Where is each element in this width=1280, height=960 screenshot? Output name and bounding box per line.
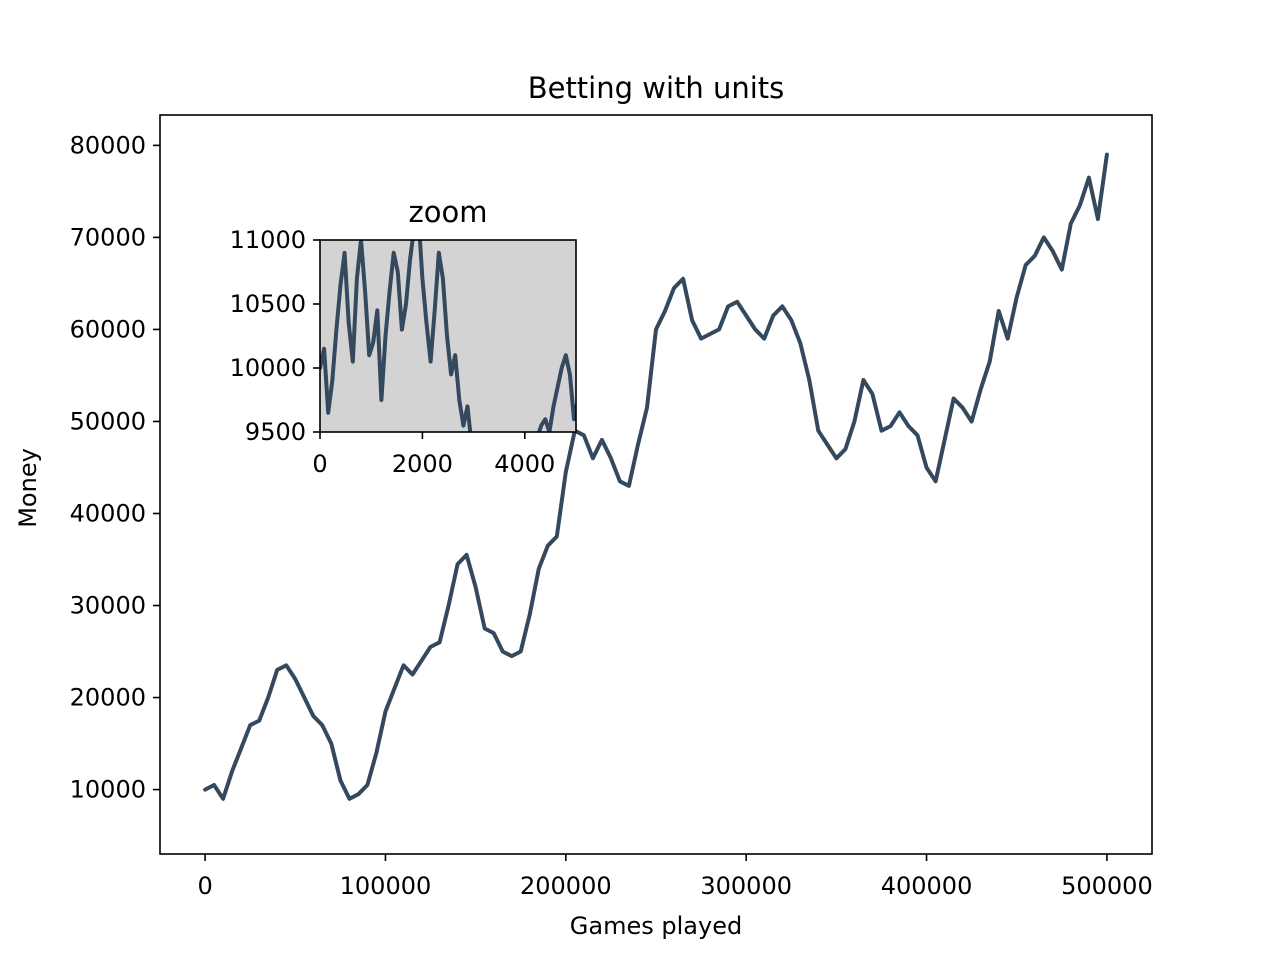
zoom-inset-frame xyxy=(319,239,577,433)
zoom-y-tick-label: 10000 xyxy=(230,354,306,382)
main-x-tick-label: 0 xyxy=(197,872,212,900)
main-x-tick-label: 400000 xyxy=(881,872,973,900)
main-y-tick-label: 20000 xyxy=(70,684,146,712)
main-y-tick-label: 70000 xyxy=(70,223,146,251)
main-plot: 0 100000 200000 300000 400000 500000 10000200… xyxy=(14,71,1153,940)
zoom-x-tick-label: 2000 xyxy=(392,450,453,478)
zoom-inset-title: zoom xyxy=(409,195,488,229)
zoom-x-tick-label: 0 xyxy=(312,450,327,478)
main-x-tick-label: 100000 xyxy=(340,872,432,900)
main-series-line-money xyxy=(203,152,1109,801)
zoom-y-tick-label: 9500 xyxy=(245,418,306,446)
main-plot-frame xyxy=(159,114,1153,855)
zoom-y-tick-label: 11000 xyxy=(230,226,306,254)
main-y-tick-label: 50000 xyxy=(70,407,146,435)
main-y-tick-label: 80000 xyxy=(70,131,146,159)
y-axis-label: Money xyxy=(14,448,42,528)
zoom-series-line-money-zoom xyxy=(320,240,576,432)
zoom-x-tick-label: 4000 xyxy=(494,450,555,478)
x-axis-label: Games played xyxy=(570,912,742,940)
chart-title: Betting with units xyxy=(528,71,785,105)
main-x-tick-label: 300000 xyxy=(700,872,792,900)
main-x-tick-label: 200000 xyxy=(520,872,612,900)
main-y-tick-label: 60000 xyxy=(70,315,146,343)
zoom-inset-plot: 0 2000 4000 9500 10000 10500 11000 zoom xyxy=(230,195,577,478)
main-x-tick-label: 500000 xyxy=(1061,872,1153,900)
main-y-tick-label: 30000 xyxy=(70,592,146,620)
main-y-tick-label: 40000 xyxy=(70,499,146,527)
zoom-y-tick-label: 10500 xyxy=(230,290,306,318)
main-y-tick-label: 10000 xyxy=(70,776,146,804)
